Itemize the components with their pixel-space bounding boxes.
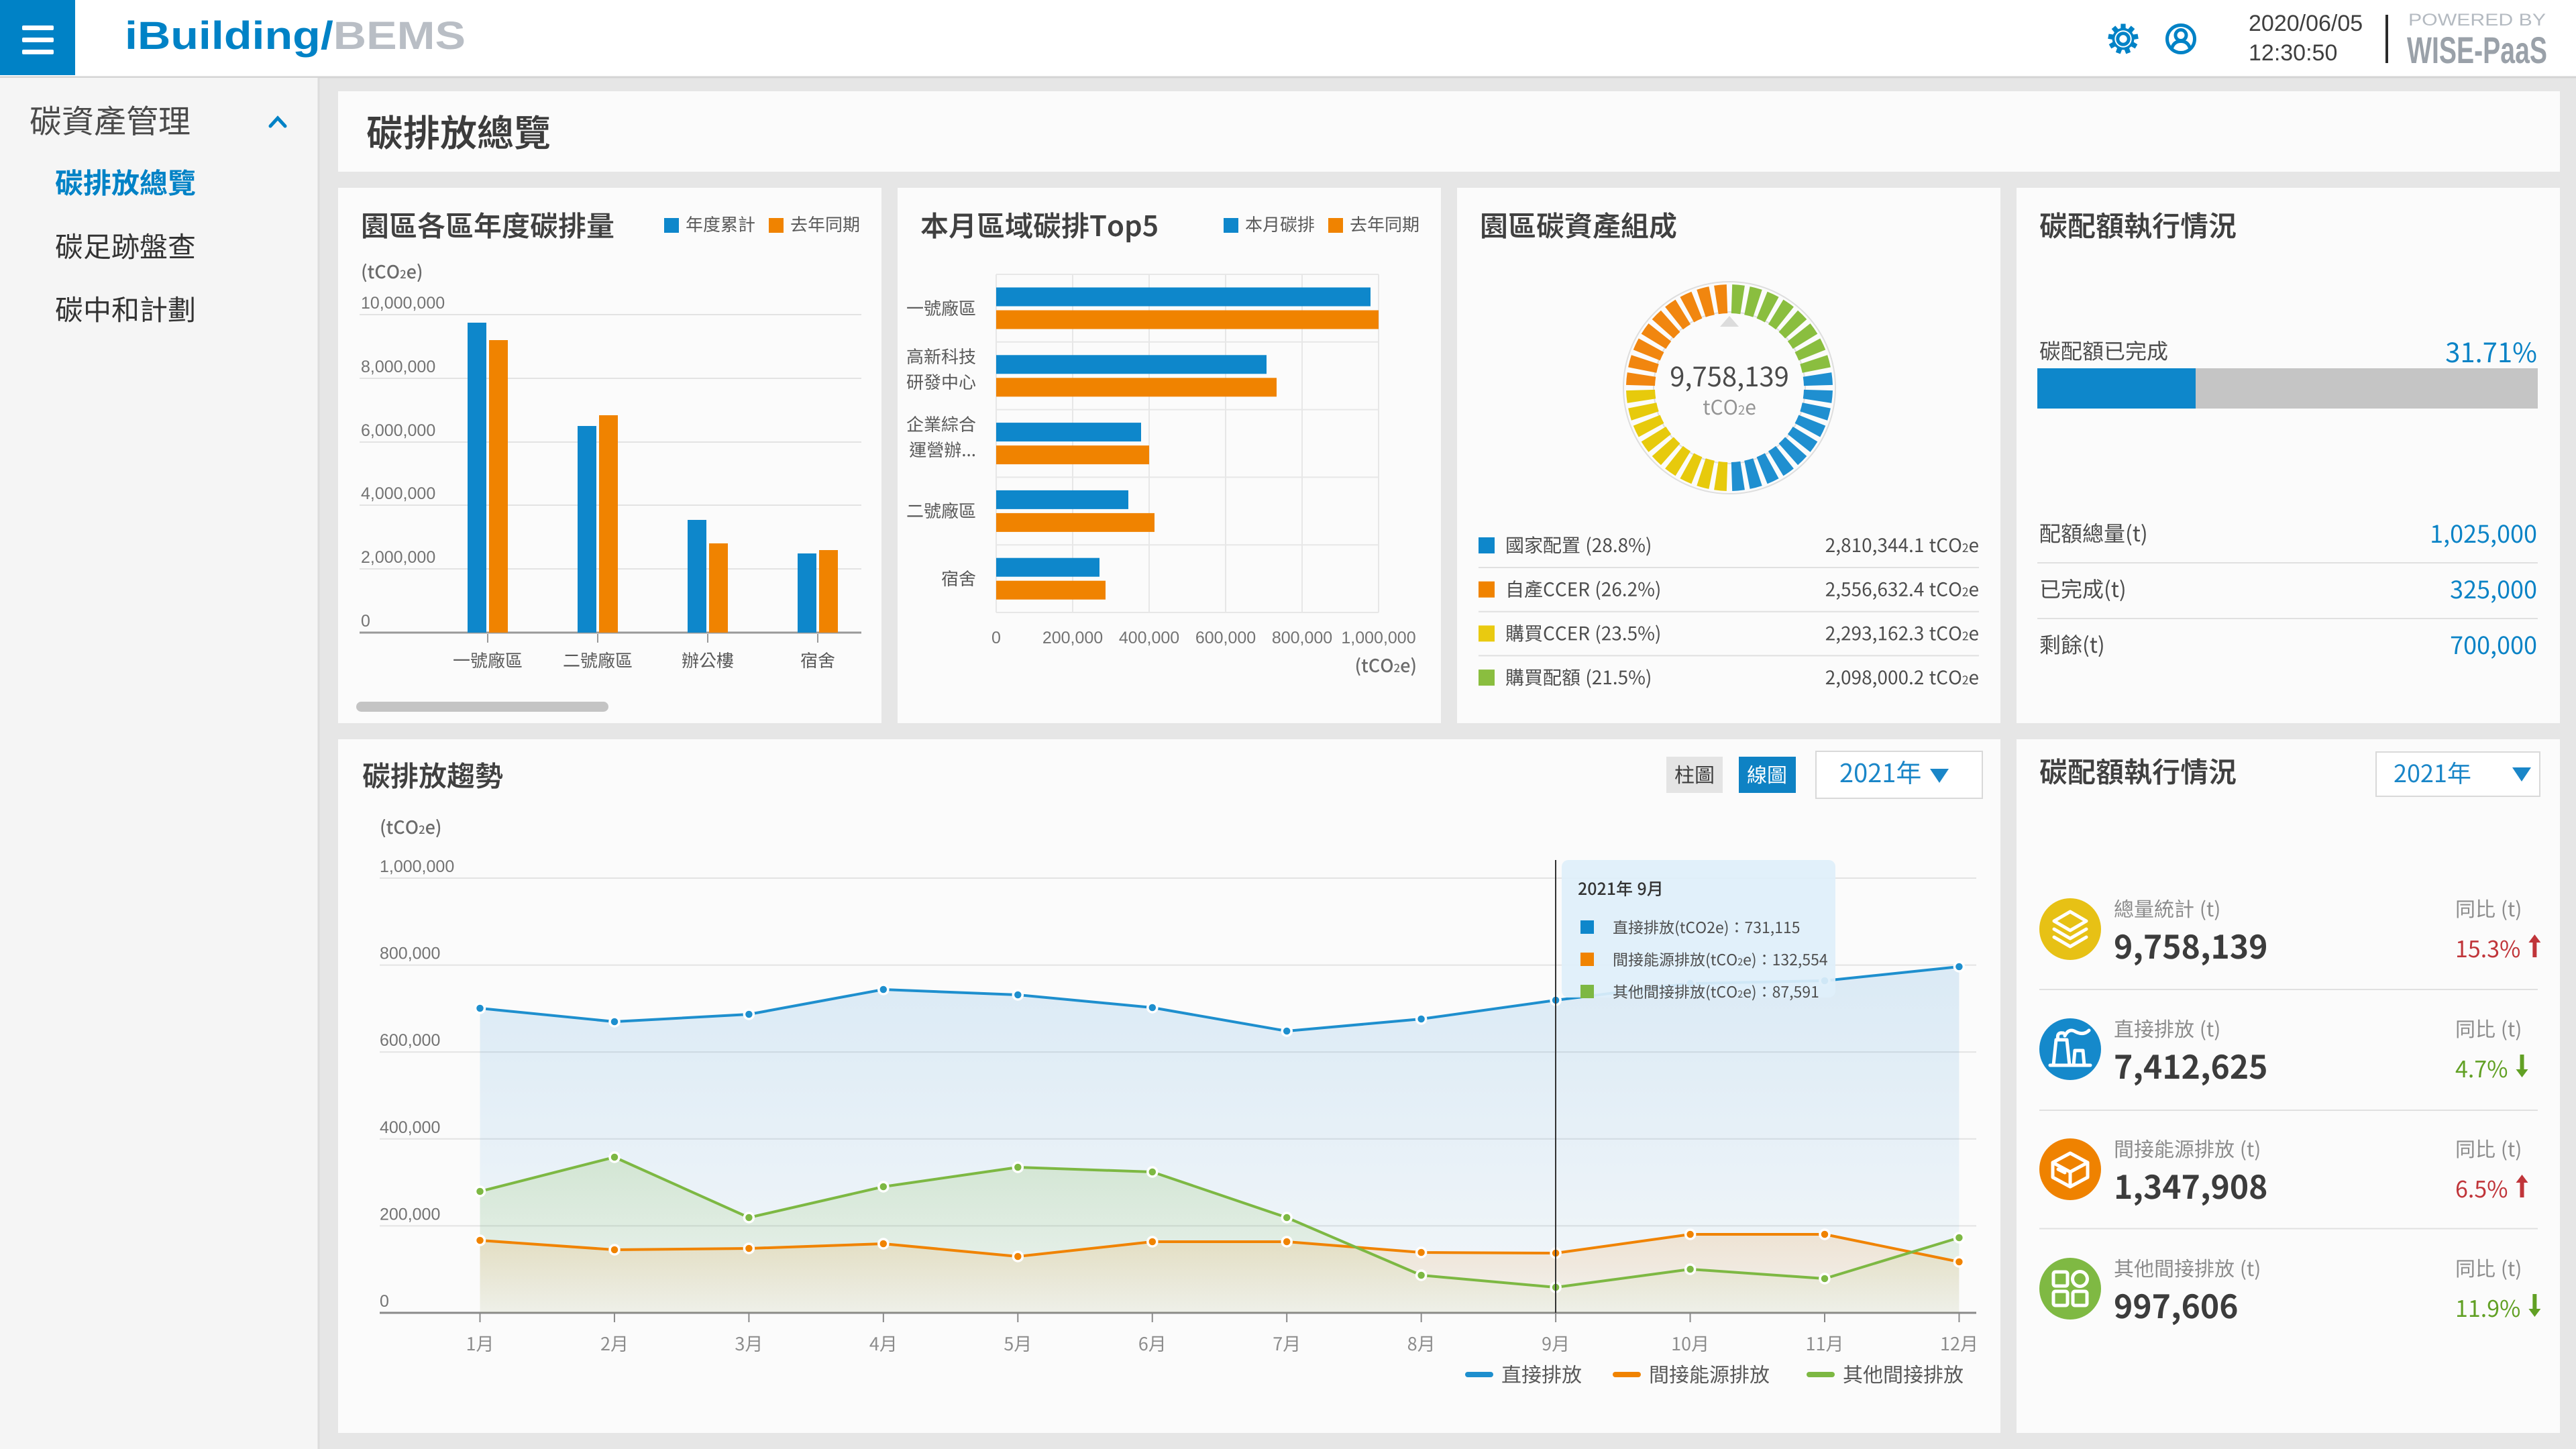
svg-text:800,000: 800,000 — [380, 945, 440, 963]
svg-text:1,000,000: 1,000,000 — [380, 857, 454, 876]
svg-text:12:30:50: 12:30:50 — [2249, 40, 2337, 66]
svg-text:600,000: 600,000 — [1195, 629, 1256, 647]
svg-text:WISE-PaaS: WISE-PaaS — [2407, 29, 2547, 71]
svg-text:2,000,000: 2,000,000 — [361, 548, 435, 567]
svg-text:0: 0 — [361, 612, 370, 631]
svg-text:800,000: 800,000 — [1272, 629, 1332, 647]
svg-text:0: 0 — [380, 1292, 389, 1311]
svg-text:0: 0 — [991, 629, 1001, 647]
svg-text:200,000: 200,000 — [1042, 629, 1103, 647]
svg-text:2020/06/05: 2020/06/05 — [2249, 11, 2363, 36]
svg-text:6,000,000: 6,000,000 — [361, 421, 435, 440]
svg-text:200,000: 200,000 — [380, 1205, 440, 1224]
svg-text:10,000,000: 10,000,000 — [361, 294, 445, 313]
svg-text:1,000,000: 1,000,000 — [1341, 629, 1415, 647]
svg-text:400,000: 400,000 — [1119, 629, 1179, 647]
svg-text:POWERED BY: POWERED BY — [2408, 11, 2546, 30]
svg-text:400,000: 400,000 — [380, 1118, 440, 1137]
svg-text:600,000: 600,000 — [380, 1031, 440, 1050]
svg-text:8,000,000: 8,000,000 — [361, 358, 435, 376]
svg-text:4,000,000: 4,000,000 — [361, 484, 435, 503]
svg-text:iBuilding/BEMS: iBuilding/BEMS — [125, 14, 466, 58]
